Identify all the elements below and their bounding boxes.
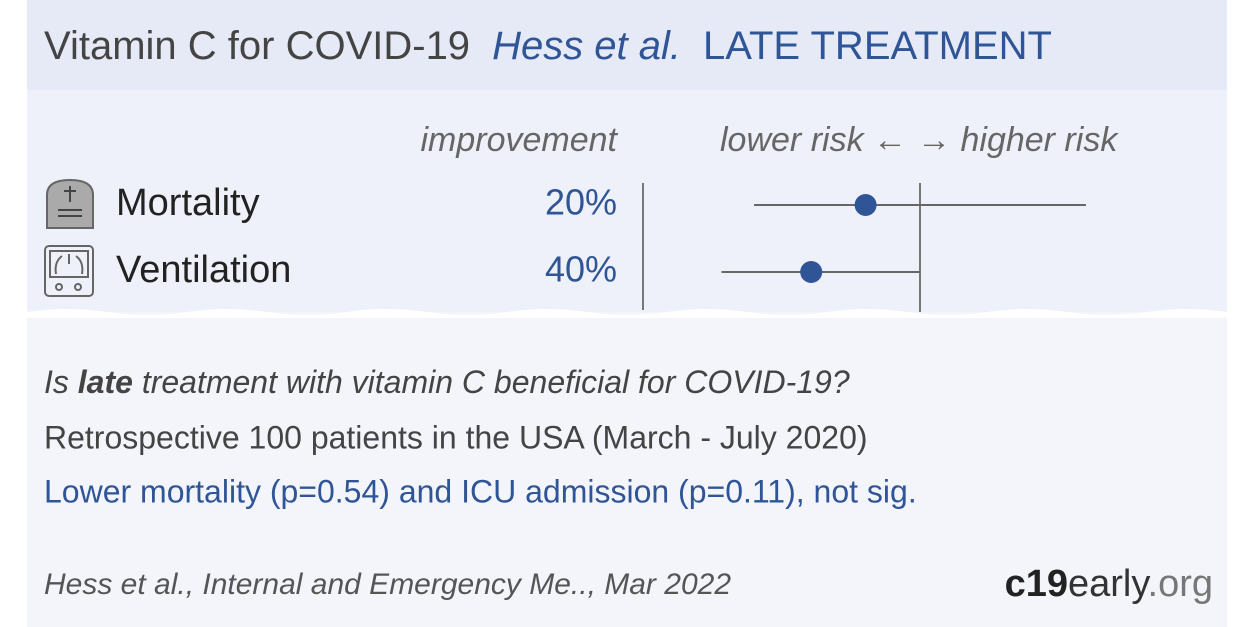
title: Vitamin C for COVID-19: [44, 24, 470, 68]
question-start: Is: [44, 364, 78, 400]
header-band: [27, 0, 1227, 90]
question-end: treatment with vitamin C beneficial for …: [133, 364, 850, 400]
higher-label: → higher risk: [917, 121, 1119, 159]
improvement-label: 40%: [545, 249, 617, 290]
effect-dot: [854, 194, 877, 216]
study: Hess et al.: [492, 24, 681, 68]
category: LATE TREATMENT: [703, 24, 1052, 68]
result: Lower mortality (p=0.54) and ICU admissi…: [44, 473, 917, 509]
site-bold: c19: [1005, 563, 1068, 605]
site: c19early.org: [1005, 563, 1213, 605]
question: Is late treatment with vitamin C benefic…: [44, 364, 850, 400]
design: Retrospective 100 patients in the USA (M…: [44, 419, 868, 455]
risk-heading: lower risk ← → higher risk: [720, 121, 1119, 159]
improvement-heading: improvement: [420, 121, 618, 159]
mortality-icon: [46, 178, 94, 229]
header-title: Vitamin C for COVID-19 Hess et al. LATE TR…: [44, 24, 1052, 68]
site-end: .org: [1148, 563, 1213, 605]
question-bold: late: [78, 364, 133, 400]
lower-label: lower risk ←: [720, 121, 907, 159]
effect-dot: [800, 261, 823, 283]
ventilation-icon: [44, 245, 94, 297]
site-rest: early: [1068, 563, 1150, 605]
plot-band: [27, 90, 1227, 312]
citation: Hess et al., Internal and Emergency Me..…: [44, 568, 731, 601]
outcome-label: Ventilation: [116, 249, 291, 291]
rows: Mortality 20% Ventilation 40%: [116, 182, 1086, 291]
outcome-label: Mortality: [116, 182, 260, 224]
improvement-label: 20%: [545, 182, 617, 223]
wave-divider: [27, 309, 1227, 318]
